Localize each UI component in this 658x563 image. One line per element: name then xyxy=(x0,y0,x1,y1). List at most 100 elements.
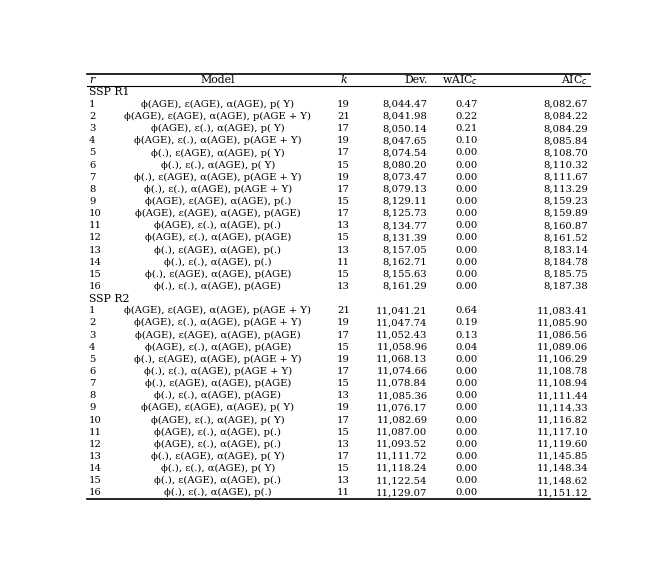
Text: 0.21: 0.21 xyxy=(455,124,478,133)
Text: 8,111.67: 8,111.67 xyxy=(544,173,588,182)
Text: 8,082.67: 8,082.67 xyxy=(544,100,588,109)
Text: 11,089.06: 11,089.06 xyxy=(537,343,588,352)
Text: ϕ(.), ε(.), α(AGE), p(AGE + Y): ϕ(.), ε(.), α(AGE), p(AGE + Y) xyxy=(144,185,292,194)
Text: 8,050.14: 8,050.14 xyxy=(382,124,428,133)
Text: 17: 17 xyxy=(337,149,350,158)
Text: ϕ(AGE), ε(AGE), α(AGE), p(AGE + Y): ϕ(AGE), ε(AGE), α(AGE), p(AGE + Y) xyxy=(124,306,311,315)
Text: 8,079.13: 8,079.13 xyxy=(383,185,428,194)
Text: 19: 19 xyxy=(337,355,350,364)
Text: 8,187.38: 8,187.38 xyxy=(544,282,588,291)
Text: ϕ(.), ε(AGE), α(AGE), p( Y): ϕ(.), ε(AGE), α(AGE), p( Y) xyxy=(151,149,285,158)
Text: 11,082.69: 11,082.69 xyxy=(376,415,428,425)
Text: 0.00: 0.00 xyxy=(455,476,478,485)
Text: 11,111.72: 11,111.72 xyxy=(376,452,428,461)
Text: 8,131.39: 8,131.39 xyxy=(382,234,428,243)
Text: 8: 8 xyxy=(89,391,95,400)
Text: 3: 3 xyxy=(89,330,95,339)
Text: 11,052.43: 11,052.43 xyxy=(376,330,428,339)
Text: 15: 15 xyxy=(337,464,350,473)
Text: 11,108.78: 11,108.78 xyxy=(537,367,588,376)
Text: 0.00: 0.00 xyxy=(455,488,478,497)
Text: 13: 13 xyxy=(89,452,102,461)
Text: ϕ(.), ε(.), α(AGE), p( Y): ϕ(.), ε(.), α(AGE), p( Y) xyxy=(161,160,275,169)
Text: 9: 9 xyxy=(89,197,95,206)
Text: ϕ(AGE), ε(.), α(AGE), p(AGE): ϕ(AGE), ε(.), α(AGE), p(AGE) xyxy=(145,343,291,352)
Text: 11,118.24: 11,118.24 xyxy=(376,464,428,473)
Text: 7: 7 xyxy=(89,173,95,182)
Text: 15: 15 xyxy=(337,428,350,437)
Text: 11,041.21: 11,041.21 xyxy=(376,306,428,315)
Text: 8,155.63: 8,155.63 xyxy=(383,270,428,279)
Text: ϕ(.), ε(.), α(AGE), p(AGE): ϕ(.), ε(.), α(AGE), p(AGE) xyxy=(155,282,282,291)
Text: 16: 16 xyxy=(89,488,101,497)
Text: 15: 15 xyxy=(337,160,350,169)
Text: ϕ(AGE), ε(.), α(AGE), p(.): ϕ(AGE), ε(.), α(AGE), p(.) xyxy=(155,221,282,230)
Text: Dev.: Dev. xyxy=(404,75,428,85)
Text: 0.00: 0.00 xyxy=(455,221,478,230)
Text: 19: 19 xyxy=(337,319,350,328)
Text: ϕ(AGE), ε(.), α(AGE), p(.): ϕ(AGE), ε(.), α(AGE), p(.) xyxy=(155,427,282,437)
Text: ϕ(AGE), ε(.), α(AGE), p( Y): ϕ(AGE), ε(.), α(AGE), p( Y) xyxy=(151,124,285,133)
Text: ϕ(AGE), ε(.), α(AGE), p(.): ϕ(AGE), ε(.), α(AGE), p(.) xyxy=(155,440,282,449)
Text: 11,086.56: 11,086.56 xyxy=(537,330,588,339)
Text: 8,047.65: 8,047.65 xyxy=(383,136,428,145)
Text: ϕ(.), ε(.), α(AGE), p(AGE + Y): ϕ(.), ε(.), α(AGE), p(AGE + Y) xyxy=(144,367,292,376)
Text: ϕ(AGE), ε(.), α(AGE), p( Y): ϕ(AGE), ε(.), α(AGE), p( Y) xyxy=(151,415,285,425)
Text: r: r xyxy=(89,75,94,85)
Text: 0.00: 0.00 xyxy=(455,270,478,279)
Text: 8,113.29: 8,113.29 xyxy=(544,185,588,194)
Text: 17: 17 xyxy=(337,452,350,461)
Text: 11,114.33: 11,114.33 xyxy=(536,403,588,412)
Text: 13: 13 xyxy=(337,221,350,230)
Text: 8,084.29: 8,084.29 xyxy=(544,124,588,133)
Text: 8,159.23: 8,159.23 xyxy=(544,197,588,206)
Text: 8,044.47: 8,044.47 xyxy=(382,100,428,109)
Text: 15: 15 xyxy=(337,234,350,243)
Text: 0.00: 0.00 xyxy=(455,464,478,473)
Text: 8,185.75: 8,185.75 xyxy=(544,270,588,279)
Text: 8,129.11: 8,129.11 xyxy=(382,197,428,206)
Text: 11: 11 xyxy=(89,428,102,437)
Text: ϕ(AGE), ε(AGE), α(AGE), p( Y): ϕ(AGE), ε(AGE), α(AGE), p( Y) xyxy=(141,403,295,413)
Text: 0.00: 0.00 xyxy=(455,391,478,400)
Text: 11,083.41: 11,083.41 xyxy=(537,306,588,315)
Text: 0.00: 0.00 xyxy=(455,415,478,425)
Text: 5: 5 xyxy=(89,355,95,364)
Text: 17: 17 xyxy=(337,367,350,376)
Text: 0.00: 0.00 xyxy=(455,245,478,254)
Text: 11,148.34: 11,148.34 xyxy=(536,464,588,473)
Text: 6: 6 xyxy=(89,160,95,169)
Text: 19: 19 xyxy=(337,136,350,145)
Text: 8,160.87: 8,160.87 xyxy=(544,221,588,230)
Text: ϕ(AGE), ε(.), α(AGE), p(AGE + Y): ϕ(AGE), ε(.), α(AGE), p(AGE + Y) xyxy=(134,136,302,145)
Text: 1: 1 xyxy=(89,306,95,315)
Text: 11: 11 xyxy=(337,258,350,267)
Text: 0.00: 0.00 xyxy=(455,209,478,218)
Text: 11,119.60: 11,119.60 xyxy=(537,440,588,449)
Text: 11,106.29: 11,106.29 xyxy=(537,355,588,364)
Text: 13: 13 xyxy=(337,476,350,485)
Text: 0.00: 0.00 xyxy=(455,149,478,158)
Text: 15: 15 xyxy=(337,270,350,279)
Text: 8,159.89: 8,159.89 xyxy=(544,209,588,218)
Text: 11,111.44: 11,111.44 xyxy=(536,391,588,400)
Text: 17: 17 xyxy=(337,124,350,133)
Text: ϕ(.), ε(.), α(AGE), p(AGE): ϕ(.), ε(.), α(AGE), p(AGE) xyxy=(155,391,282,400)
Text: 0.00: 0.00 xyxy=(455,403,478,412)
Text: SSP R2: SSP R2 xyxy=(89,294,130,303)
Text: 12: 12 xyxy=(89,440,102,449)
Text: 8,041.98: 8,041.98 xyxy=(382,112,428,121)
Text: 9: 9 xyxy=(89,403,95,412)
Text: 0.00: 0.00 xyxy=(455,452,478,461)
Text: ϕ(AGE), ε(.), α(AGE), p(AGE + Y): ϕ(AGE), ε(.), α(AGE), p(AGE + Y) xyxy=(134,318,302,328)
Text: 13: 13 xyxy=(337,282,350,291)
Text: 11,116.82: 11,116.82 xyxy=(537,415,588,425)
Text: 0.47: 0.47 xyxy=(455,100,478,109)
Text: 11,085.90: 11,085.90 xyxy=(537,319,588,328)
Text: 11,068.13: 11,068.13 xyxy=(376,355,428,364)
Text: 11,145.85: 11,145.85 xyxy=(537,452,588,461)
Text: 11,074.66: 11,074.66 xyxy=(376,367,428,376)
Text: 8,084.22: 8,084.22 xyxy=(544,112,588,121)
Text: 11,047.74: 11,047.74 xyxy=(376,319,428,328)
Text: 11,058.96: 11,058.96 xyxy=(376,343,428,352)
